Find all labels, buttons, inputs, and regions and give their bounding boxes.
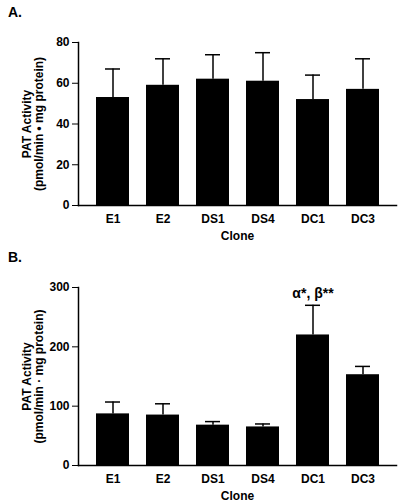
svg-text:α*, β**: α*, β** (292, 285, 334, 301)
svg-text:DC3: DC3 (351, 472, 375, 486)
svg-text:20: 20 (56, 158, 70, 172)
svg-text:DS1: DS1 (201, 472, 225, 486)
svg-text:80: 80 (56, 35, 70, 49)
svg-text:DS1: DS1 (201, 212, 225, 226)
svg-text:DC1: DC1 (301, 212, 325, 226)
svg-text:PAT Activity(pmol/min • mg pro: PAT Activity(pmol/min • mg protein) (20, 57, 46, 191)
svg-text:DS4: DS4 (251, 472, 275, 486)
svg-text:DS4: DS4 (251, 212, 275, 226)
svg-text:E1: E1 (106, 212, 121, 226)
svg-text:40: 40 (56, 117, 70, 131)
svg-text:DC1: DC1 (301, 472, 325, 486)
svg-text:300: 300 (49, 280, 69, 294)
html-text:B.: B. (8, 249, 22, 265)
svg-text:E2: E2 (156, 472, 171, 486)
svg-text:Clone: Clone (221, 489, 255, 500)
svg-text:0: 0 (63, 458, 70, 472)
svg-text:0: 0 (63, 198, 70, 212)
svg-text:PAT Activity(pmol/min · mg pro: PAT Activity(pmol/min · mg protein) (20, 310, 46, 444)
svg-text:Clone: Clone (221, 229, 255, 243)
html-text:A.: A. (8, 4, 22, 20)
svg-text:E1: E1 (106, 472, 121, 486)
svg-text:DC3: DC3 (351, 212, 375, 226)
svg-text:100: 100 (49, 399, 69, 413)
svg-text:60: 60 (56, 76, 70, 90)
svg-text:200: 200 (49, 340, 69, 354)
svg-text:E2: E2 (156, 212, 171, 226)
